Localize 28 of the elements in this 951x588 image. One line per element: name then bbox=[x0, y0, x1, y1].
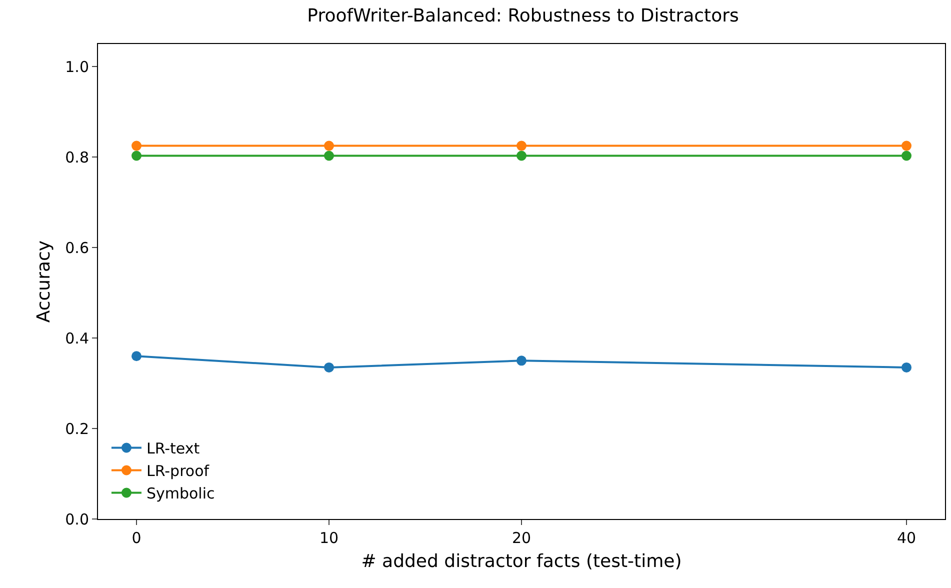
point bbox=[132, 150, 142, 161]
y-tick-label: 0.8 bbox=[65, 148, 89, 166]
point bbox=[132, 351, 142, 362]
x-axis-title: # added distractor facts (test-time) bbox=[361, 551, 682, 572]
point bbox=[324, 362, 334, 372]
y-tick-label: 0.4 bbox=[65, 329, 89, 348]
point bbox=[324, 140, 334, 151]
point bbox=[516, 150, 526, 161]
y-axis-title: Accuracy bbox=[33, 240, 54, 323]
y-tick-label: 0.6 bbox=[65, 238, 89, 257]
point bbox=[132, 140, 142, 151]
point bbox=[324, 150, 334, 161]
point bbox=[516, 140, 526, 151]
x-tick-label: 40 bbox=[896, 529, 916, 547]
y-tick-label: 0.0 bbox=[65, 510, 89, 528]
legend-label: LR-text bbox=[146, 440, 200, 458]
x-tick-label: 0 bbox=[132, 529, 142, 547]
point bbox=[902, 362, 912, 372]
y-tick-label: 0.2 bbox=[65, 420, 89, 438]
y-tick-label: 1.0 bbox=[65, 58, 89, 76]
point bbox=[902, 140, 912, 151]
legend-label: LR-proof bbox=[146, 462, 210, 480]
point bbox=[902, 150, 912, 161]
point bbox=[516, 356, 526, 366]
chart-title: ProofWriter-Balanced: Robustness to Distractors bbox=[307, 5, 739, 26]
x-tick-label: 20 bbox=[512, 529, 532, 547]
legend-label: Symbolic bbox=[146, 484, 215, 503]
x-tick-label: 10 bbox=[319, 529, 339, 547]
